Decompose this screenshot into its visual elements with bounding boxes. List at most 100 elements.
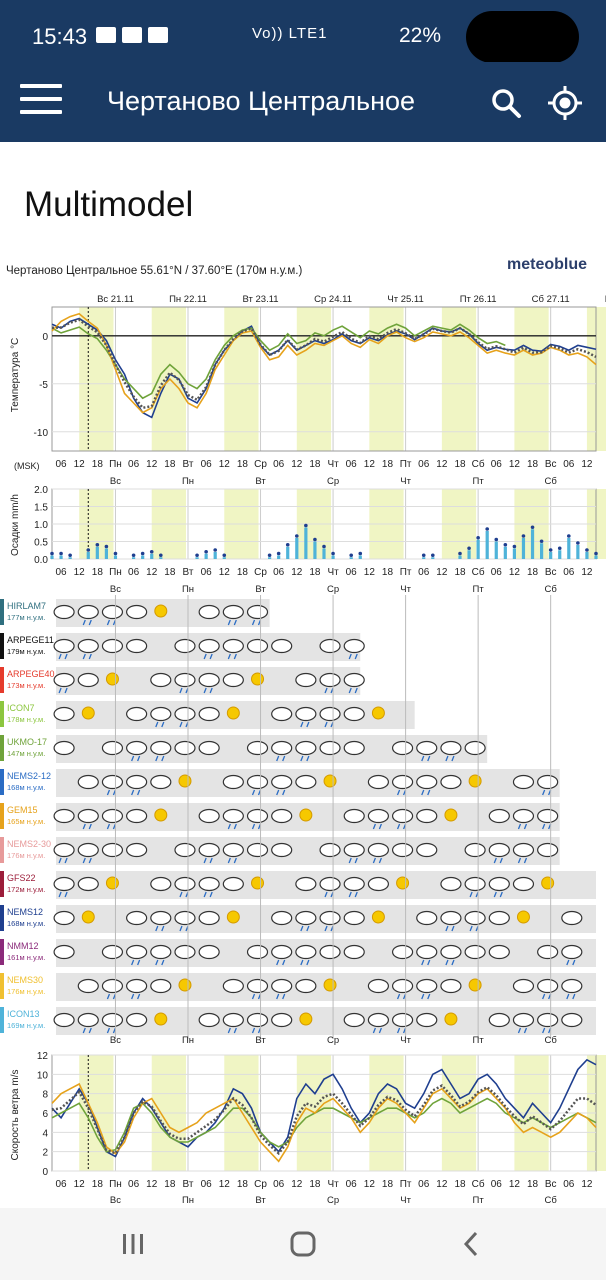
- wind-axis-hour-label: 12: [291, 1179, 303, 1190]
- location-title[interactable]: Чертаново Центральное: [107, 86, 416, 116]
- recent-apps-icon[interactable]: [121, 1230, 145, 1258]
- precipitation-tick-label: 1.0: [34, 520, 48, 531]
- cloud-icon: [537, 808, 559, 824]
- model-elevation: 168м н.у.м.: [7, 783, 45, 792]
- rain-icon: [64, 653, 68, 660]
- temperature-day-label: Вт: [255, 476, 266, 487]
- precipitation-hour-label: 12: [219, 567, 231, 578]
- search-icon[interactable]: [490, 87, 522, 119]
- precipitation-hour-label: 12: [509, 567, 521, 578]
- rain-icon: [427, 993, 431, 1000]
- precipitation-point: [521, 534, 526, 538]
- wind-mean-line: [51, 1084, 597, 1156]
- cloud-icon: [488, 944, 510, 960]
- temperature-hour-label: 18: [454, 459, 466, 470]
- cloud-icon: [174, 842, 196, 858]
- model-color-swatch: [0, 803, 4, 829]
- temperature-hour-label: 12: [146, 459, 158, 470]
- wind-axis-hour-label: 12: [219, 1179, 231, 1190]
- rain-icon: [348, 653, 352, 660]
- gallery-icon: [122, 27, 142, 43]
- back-icon[interactable]: [460, 1230, 484, 1258]
- symbols-day-label: Сб: [545, 584, 558, 595]
- cloud-icon: [198, 638, 220, 654]
- rain-icon: [82, 823, 86, 830]
- home-icon[interactable]: [289, 1230, 317, 1258]
- multimodel-meteogram[interactable]: Чертаново Центральное 55.61°N / 37.60°E …: [0, 245, 606, 1205]
- rain-icon: [251, 789, 256, 796]
- precipitation-hour-label: Ср: [254, 567, 267, 578]
- cloud-icon: [53, 808, 75, 824]
- model-row: ARPEGE11 179м н.у.м.: [0, 633, 365, 661]
- cloud-icon: [150, 706, 172, 722]
- cloud-icon: [295, 978, 317, 994]
- temperature-day-label: Ср: [327, 476, 339, 487]
- wind-day-label: Вс: [110, 1035, 121, 1046]
- rain-icon: [354, 891, 358, 898]
- temperature-hour-label: 06: [273, 459, 285, 470]
- model-color-swatch: [0, 1007, 4, 1033]
- rain-icon: [155, 959, 159, 966]
- sun-icon: [251, 876, 265, 890]
- temperature-hour-label: 06: [418, 459, 430, 470]
- model-name: GFS22: [7, 873, 36, 883]
- precipitation-point: [86, 548, 91, 552]
- symbols-day-label: Пт: [473, 584, 485, 595]
- date-label: Вт 23.11: [242, 294, 278, 305]
- sun-icon: [516, 910, 530, 924]
- temperature-series-line: [51, 323, 506, 400]
- precipitation-hour-label: 12: [364, 567, 376, 578]
- cloud-icon: [77, 672, 99, 688]
- wind-axis-day-label: Чт: [400, 1195, 411, 1205]
- rain-icon: [469, 891, 473, 898]
- rain-icon: [137, 755, 141, 762]
- cloud-icon: [343, 910, 365, 926]
- precipitation-bar: [50, 555, 54, 559]
- menu-icon[interactable]: [20, 84, 62, 116]
- sun-icon: [444, 808, 458, 822]
- cloud-icon: [488, 842, 510, 858]
- precipitation-point: [557, 546, 562, 551]
- precipitation-point: [548, 548, 553, 552]
- precipitation-point: [331, 551, 335, 556]
- temperature-hour-label: 12: [509, 459, 521, 470]
- model-color-swatch: [0, 837, 4, 863]
- rain-icon: [427, 755, 431, 762]
- wind-tick-label: 12: [37, 1051, 49, 1062]
- rain-icon: [300, 959, 304, 966]
- precipitation-point: [349, 553, 354, 558]
- rain-icon: [161, 721, 165, 728]
- precipitation-bar: [467, 550, 471, 559]
- model-name: HIRLAM7: [7, 601, 46, 611]
- rain-icon: [106, 789, 111, 796]
- precipitation-hour-label: 18: [164, 567, 176, 578]
- temperature-day-label: Пн: [182, 476, 194, 487]
- precipitation-bar: [349, 557, 353, 559]
- precipitation-hour-label: 12: [146, 567, 158, 578]
- model-color-swatch: [0, 973, 4, 999]
- model-elevation: 172м н.у.м.: [7, 885, 45, 894]
- cloud-icon: [198, 842, 220, 858]
- wind-tick-label: 0: [42, 1167, 48, 1178]
- rain-icon: [306, 721, 310, 728]
- precipitation-hour-label: 18: [92, 567, 104, 578]
- wind-day-label: Чт: [400, 1035, 411, 1046]
- date-label: Пт 26.11: [460, 294, 497, 305]
- my-location-icon[interactable]: [548, 86, 582, 120]
- symbols-day-label: Ср: [327, 584, 339, 595]
- cloud-icon: [343, 944, 365, 960]
- cloud-icon: [440, 876, 462, 892]
- precipitation-bar: [104, 548, 108, 559]
- temperature-hour-label: 18: [527, 459, 539, 470]
- wind-axis-hour-label: 06: [418, 1179, 430, 1190]
- cloud-icon: [126, 842, 148, 858]
- rain-icon: [451, 755, 455, 762]
- cloud-icon: [416, 842, 438, 858]
- temperature-hour-label: 18: [382, 459, 394, 470]
- cloud-icon: [53, 638, 75, 654]
- rain-icon: [233, 653, 237, 660]
- precipitation-point: [467, 546, 471, 551]
- cloud-icon: [343, 638, 365, 654]
- precipitation-bar: [512, 548, 516, 559]
- rain-icon: [282, 993, 286, 1000]
